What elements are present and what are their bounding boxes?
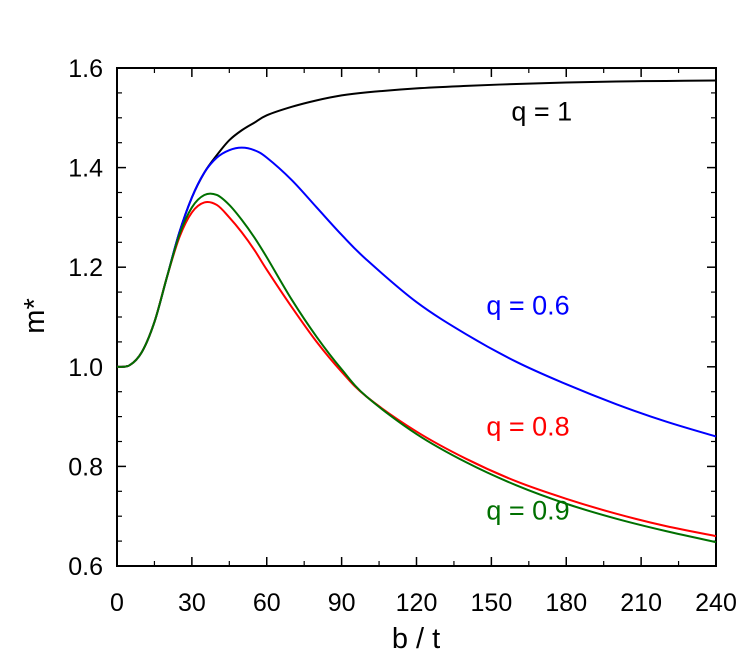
y-tick-label: 1.6 (68, 55, 103, 83)
x-tick-label: 180 (545, 589, 587, 617)
x-tick-label: 90 (328, 589, 356, 617)
y-axis-label: m* (19, 298, 51, 333)
series-line-q-0-9 (116, 192, 717, 544)
ticks (116, 67, 717, 567)
plot-frame (116, 67, 717, 567)
annotation-q-0-8: q = 0.8 (486, 412, 569, 442)
series-lines (116, 79, 717, 544)
y-tick-label: 0.6 (68, 553, 103, 581)
series-line-q-0-8 (116, 200, 717, 538)
y-tick-label: 1.2 (68, 254, 103, 282)
series-annotations: q = 1 q = 0.6 q = 0.8 q = 0.9 (486, 96, 572, 525)
x-axis-label: b / t (392, 623, 440, 655)
series-line-q-1 (116, 79, 717, 368)
y-tick-label: 1.4 (68, 155, 103, 183)
x-tick-label: 60 (253, 589, 281, 617)
series-line-q-0-6 (116, 146, 717, 438)
annotation-q-1: q = 1 (511, 96, 572, 126)
annotation-q-0-9: q = 0.9 (486, 496, 569, 526)
annotation-q-0-6: q = 0.6 (486, 291, 569, 321)
y-tick-label: 0.8 (68, 453, 103, 481)
y-tick-label: 1.0 (68, 354, 103, 382)
x-tick-label: 0 (110, 589, 124, 617)
x-tick-label: 120 (396, 589, 438, 617)
x-tick-label: 240 (695, 589, 737, 617)
x-tick-label: 30 (178, 589, 206, 617)
tick-labels: 0 30 60 90 120 150 180 210 240 0.6 0.8 1.0 1.2 1.4 1.6 (68, 55, 737, 617)
x-tick-label: 150 (471, 589, 513, 617)
x-tick-label: 210 (620, 589, 662, 617)
